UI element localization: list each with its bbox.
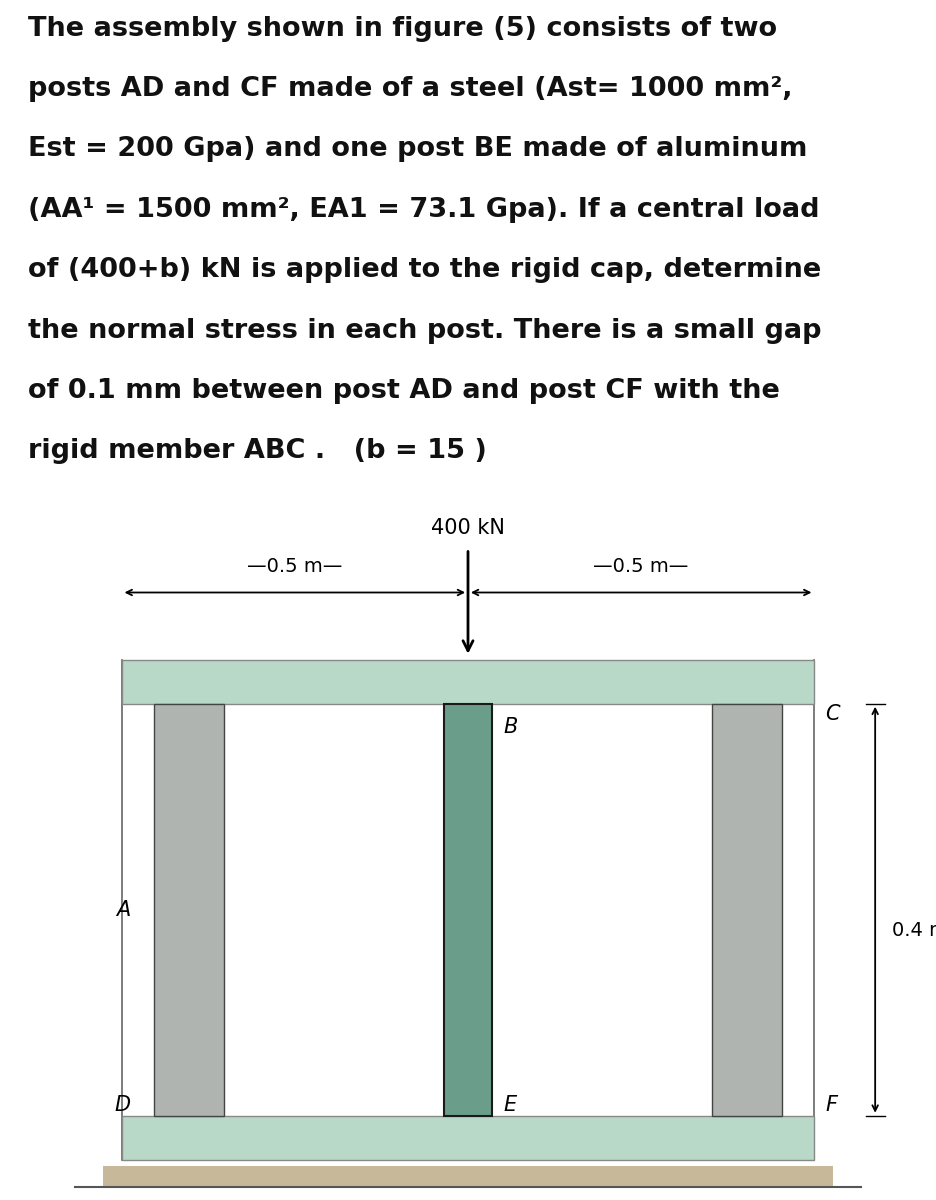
Bar: [122, 660, 814, 704]
Text: D: D: [114, 1096, 131, 1115]
Bar: [122, 1116, 814, 1159]
Text: A: A: [116, 900, 131, 919]
Text: F: F: [826, 1096, 838, 1115]
Text: (AA¹ = 1500 mm², EA1 = 73.1 Gpa). If a central load: (AA¹ = 1500 mm², EA1 = 73.1 Gpa). If a c…: [28, 197, 820, 223]
Text: C: C: [826, 704, 841, 724]
Text: of 0.1 mm between post AD and post CF with the: of 0.1 mm between post AD and post CF wi…: [28, 378, 780, 404]
Text: The assembly shown in figure (5) consists of two: The assembly shown in figure (5) consist…: [28, 16, 777, 42]
Bar: [712, 704, 782, 1116]
Bar: [154, 704, 225, 1116]
Text: Est = 200 Gpa) and one post BE made of aluminum: Est = 200 Gpa) and one post BE made of a…: [28, 137, 808, 162]
Text: the normal stress in each post. There is a small gap: the normal stress in each post. There is…: [28, 318, 822, 343]
Bar: [444, 704, 492, 1116]
Text: —0.5 m—: —0.5 m—: [593, 557, 689, 576]
Text: 400 kN: 400 kN: [431, 518, 505, 539]
Bar: [103, 1166, 833, 1187]
Text: —0.5 m—: —0.5 m—: [247, 557, 343, 576]
Text: 0.4 m: 0.4 m: [892, 920, 936, 940]
Text: posts AD and CF made of a steel (Ast= 1000 mm²,: posts AD and CF made of a steel (Ast= 10…: [28, 76, 793, 102]
Text: rigid member ABC .   (b = 15 ): rigid member ABC . (b = 15 ): [28, 438, 487, 464]
Text: B: B: [504, 718, 518, 737]
Text: of (400+b) kN is applied to the rigid cap, determine: of (400+b) kN is applied to the rigid ca…: [28, 257, 821, 283]
Text: E: E: [504, 1096, 517, 1115]
